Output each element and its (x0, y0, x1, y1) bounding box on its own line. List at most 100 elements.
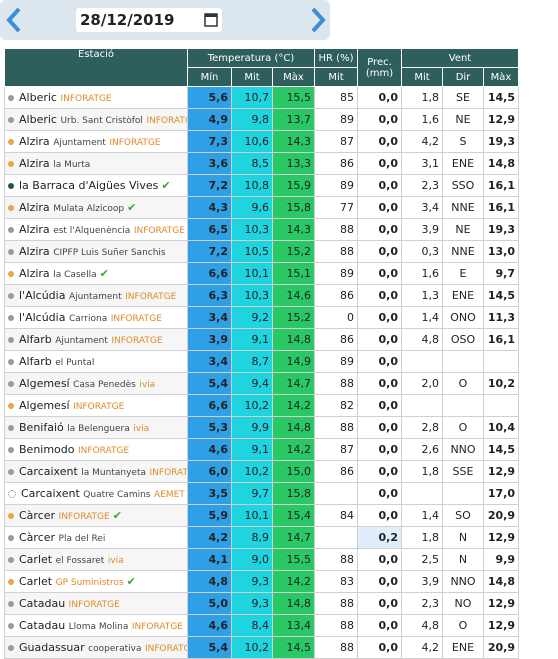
cell-wmit: 4,8 (401, 328, 443, 351)
station-name: Carlet (19, 553, 53, 566)
cell-min: 6,6 (187, 394, 232, 417)
cell-wmax: 17,0 (483, 482, 519, 505)
cell-mit: 9,3 (231, 570, 273, 593)
station-cell: l'Alcúdia Carriona INFORATGE (4, 306, 188, 329)
station-row[interactable]: Carlet GP Suministros ✔ 4,8 9,3 14,2 83 0,0 3,9… (4, 570, 519, 593)
calendar-icon[interactable] (204, 12, 218, 27)
cell-dir: O (442, 372, 484, 395)
station-row[interactable]: Benifaió la Belenguera ivia 5,3 9,9 14,8 88 0… (4, 416, 519, 439)
station-cell: Alzira la Casella ✔ (4, 262, 188, 285)
station-cell: Guadassuar cooperativa INFORATGE (4, 636, 188, 659)
station-name: l'Alcúdia (19, 289, 66, 302)
station-name: Alzira (19, 223, 50, 236)
cell-wmit: 0,3 (401, 240, 443, 263)
status-dot (8, 381, 14, 387)
station-brand: INFORATGE (110, 314, 162, 324)
station-place: Ajuntament (68, 292, 122, 302)
station-name: Guadassuar (19, 641, 85, 654)
cell-wmit: 2,0 (401, 372, 443, 395)
station-cell: Carcaixent Quatre Camins AEMET (4, 482, 188, 505)
cell-wmax: 14,5 (483, 86, 519, 109)
cell-min: 5,9 (187, 504, 232, 527)
cell-prec: 0,0 (357, 504, 402, 527)
station-place: Casa Penedès (73, 380, 136, 390)
cell-mit: 10,1 (231, 262, 273, 285)
station-row[interactable]: Alfarb el Puntal 3,4 8,7 14,9 89 0,0 (4, 350, 519, 373)
cell-min: 4,9 (187, 108, 232, 131)
station-row[interactable]: Alzira la Murta 3,6 8,5 13,3 86 0,0 3,1 ENE 14,8 (4, 152, 519, 175)
station-name: Benifaió (19, 421, 64, 434)
station-cell: l'Alcúdia Ajuntament INFORATGE (4, 284, 188, 307)
station-row[interactable]: Alzira Ajuntament INFORATGE 7,3 10,6 14,3 87… (4, 130, 519, 153)
station-place: Urb. Sant Cristòfol (60, 116, 143, 126)
cell-dir (442, 394, 484, 417)
station-place: la Belenguera (67, 424, 130, 434)
station-row[interactable]: Carlet el Fossaret ivia 4,1 9,0 15,5 88 0,0 2,… (4, 548, 519, 571)
station-row[interactable]: Carcaixent la Muntanyeta INFORATGE6,010,… (4, 460, 519, 483)
cell-min: 5,0 (187, 592, 232, 615)
station-row[interactable]: Benimodo INFORATGE 4,6 9,1 14,2 87 0,0 2,6 NNO 1… (4, 438, 519, 461)
station-row[interactable]: l'Alcúdia Carriona INFORATGE 3,4 9,2 15,2 0 0… (4, 306, 519, 329)
cell-prec: 0,0 (357, 548, 402, 571)
station-place: la Casella (53, 270, 97, 280)
cell-wmax: 20,9 (483, 504, 519, 527)
status-dot (8, 95, 14, 101)
station-row[interactable]: Algemesí INFORATGE 6,6 10,2 14,2 82 0,0 (4, 394, 519, 417)
station-row[interactable]: Càrcer Pla del Rei 4,2 8,9 14,7 0,2 1,8 N 12,9 (4, 526, 519, 549)
cell-max: 15,5 (272, 86, 315, 109)
cell-wmit: 1,6 (401, 262, 443, 285)
cell-min: 7,3 (187, 130, 232, 153)
cell-max: 13,7 (272, 108, 315, 131)
cell-hr: 89 (314, 108, 358, 131)
prev-day[interactable] (4, 6, 24, 34)
stations-table: Estació Temperatura (°C) HR (%) Prec. (m… (4, 48, 519, 659)
cell-mit: 9,0 (231, 548, 273, 571)
station-brand: GP Suministros (55, 578, 124, 588)
status-dot (8, 293, 14, 299)
station-name: Carcaixent (19, 465, 78, 478)
cell-min: 5,4 (187, 372, 232, 395)
station-row[interactable]: l'Alcúdia Ajuntament INFORATGE 6,3 10,3 14,… (4, 284, 519, 307)
station-row[interactable]: Alberic INFORATGE 5,6 10,7 15,5 85 0,0 1,8 SE 14… (4, 86, 519, 109)
cell-wmit: 1,8 (401, 526, 443, 549)
cell-dir: NE (442, 218, 484, 241)
cell-prec: 0,0 (357, 482, 402, 505)
status-dot (8, 535, 14, 541)
status-dot (8, 337, 14, 343)
cell-mit: 9,1 (231, 438, 273, 461)
cell-dir: N (442, 526, 484, 549)
cell-wmit: 2,6 (401, 438, 443, 461)
station-row[interactable]: la Barraca d'Aigües Vives ✔ 7,2 10,8 15,9 89 0… (4, 174, 519, 197)
station-cell: Càrcer INFORATGE ✔ (4, 504, 188, 527)
cell-max: 14,8 (272, 416, 315, 439)
cell-dir: ENE (442, 152, 484, 175)
station-row[interactable]: Alberic Urb. Sant Cristòfol INFORATGE4,9… (4, 108, 519, 131)
station-row[interactable]: Alzira CIPFP Luis Suñer Sanchis 7,2 10,5 15… (4, 240, 519, 263)
station-row[interactable]: Alfarb Ajuntament INFORATGE 3,9 9,1 14,8 86 0… (4, 328, 519, 351)
station-row[interactable]: Algemesí Casa Penedès ivia 5,4 9,4 14,7 88 0,… (4, 372, 519, 395)
cell-min: 3,4 (187, 350, 232, 373)
status-dot (8, 490, 16, 498)
station-row[interactable]: Catadau Lloma Molina INFORATGE 4,6 8,4 13,4… (4, 614, 519, 637)
station-row[interactable]: Guadassuar cooperativa INFORATGE5,410,21… (4, 636, 519, 659)
cell-wmit: 4,8 (401, 614, 443, 637)
next-day[interactable] (308, 6, 328, 34)
cell-max: 15,8 (272, 482, 315, 505)
station-row[interactable]: Alzira est l'Alquenència INFORATGE 6,5 10,… (4, 218, 519, 241)
cell-hr (314, 482, 358, 505)
date-picker[interactable]: 28/12/2019 (76, 8, 222, 32)
station-row[interactable]: Alzira la Casella ✔ 6,6 10,1 15,1 89 0,0 1,6 E 9,… (4, 262, 519, 285)
station-row[interactable]: Carcaixent Quatre Camins AEMET 3,5 9,7 15,8… (4, 482, 519, 505)
station-brand: INFORATGE (60, 94, 112, 104)
station-row[interactable]: Càrcer INFORATGE ✔ 5,9 10,1 15,4 84 0,0 1,4 SO 20… (4, 504, 519, 527)
cell-dir: O (442, 614, 484, 637)
cell-prec: 0,0 (357, 108, 402, 131)
cell-hr: 88 (314, 614, 358, 637)
cell-min: 4,8 (187, 570, 232, 593)
station-row[interactable]: Alzira Mulata Alzicoop ✔ 4,3 9,6 15,8 77 0,0 3,… (4, 196, 519, 219)
station-row[interactable]: Catadau INFORATGE 5,0 9,3 14,8 88 0,0 2,3 NO 12,… (4, 592, 519, 615)
station-name: la Barraca d'Aigües Vives (19, 179, 159, 192)
station-name: Alzira (19, 157, 50, 170)
sub-header: Mit (401, 67, 443, 87)
